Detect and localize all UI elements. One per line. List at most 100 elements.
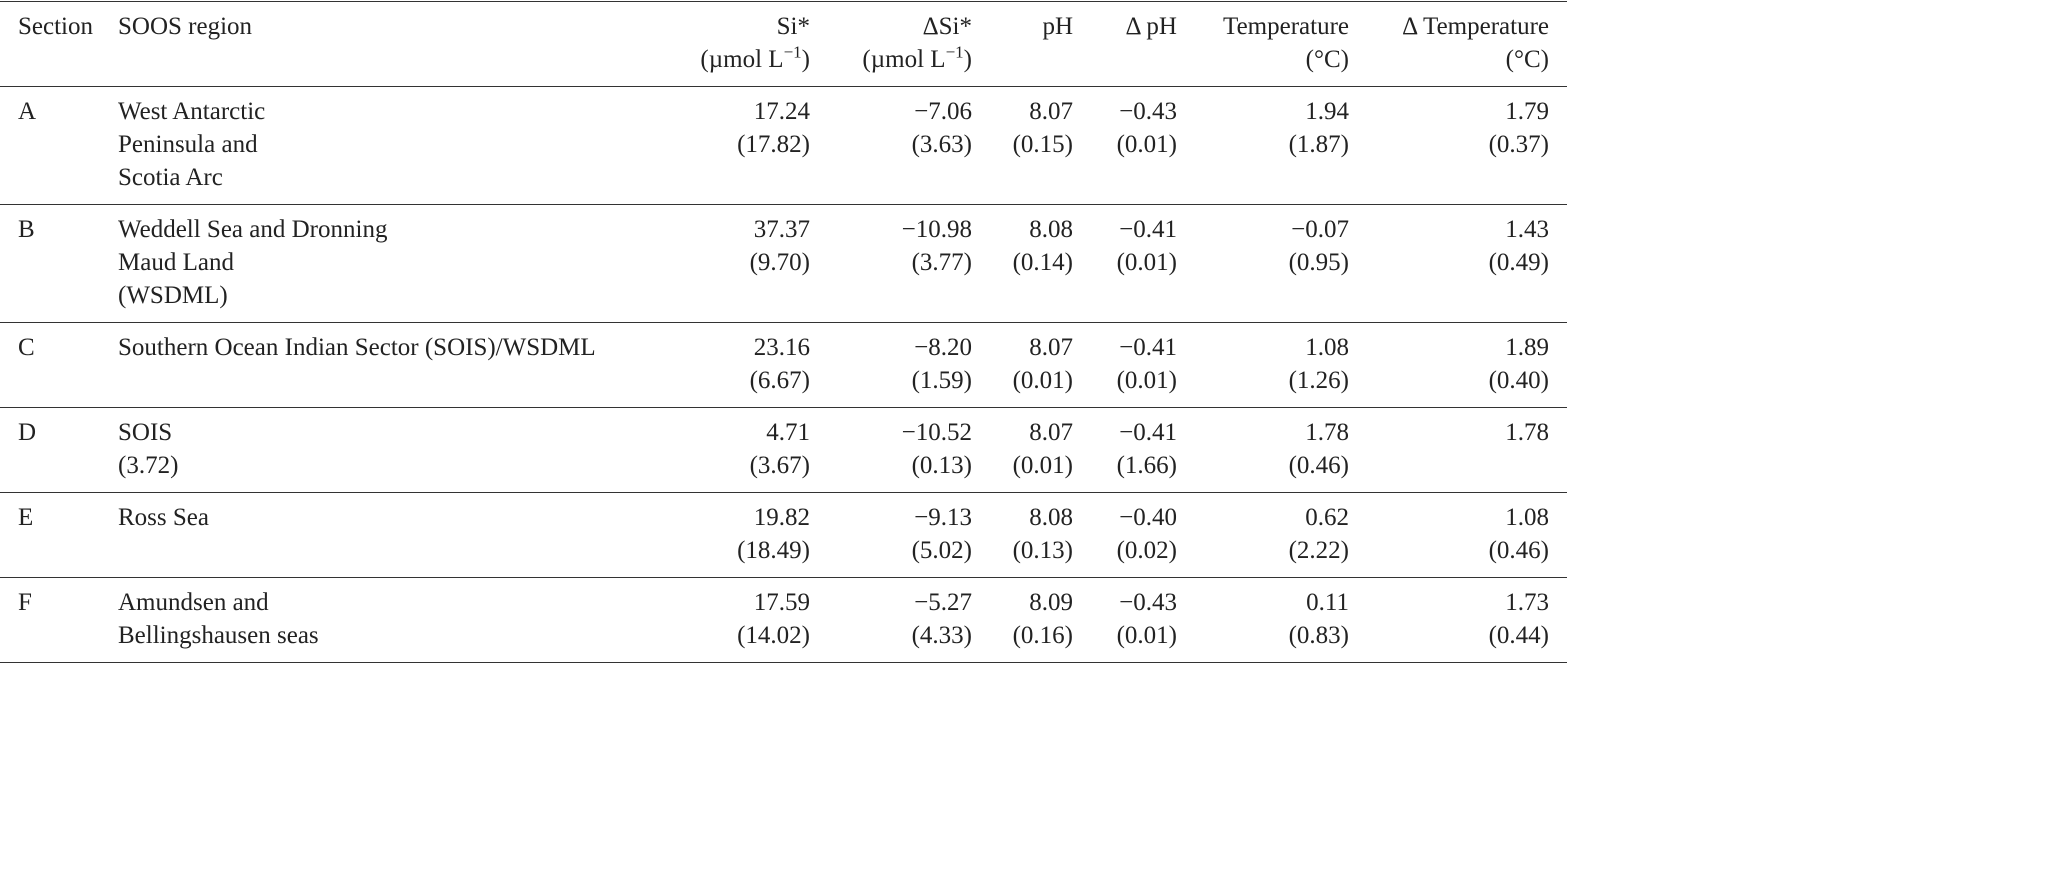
table-cell: 8.07 (0.01)	[984, 323, 1085, 408]
table-cell: 1.89 (0.40)	[1361, 323, 1567, 408]
cell-line: −0.41	[1119, 334, 1177, 361]
cell-line: E	[18, 504, 34, 531]
cell-line: −10.52	[901, 419, 972, 446]
cell-line: (0.83)	[1288, 622, 1349, 649]
table-cell: −0.43 (0.01)	[1085, 578, 1189, 663]
table-cell: −0.43 (0.01)	[1085, 87, 1189, 205]
header-cell: ΔSi* (µmol L−1)	[822, 2, 984, 87]
cell-line: (14.02)	[737, 622, 810, 649]
cell-line: (0.01)	[1116, 622, 1177, 649]
table-cell: 8.09 (0.16)	[984, 578, 1085, 663]
unit-text: (°C)	[1305, 46, 1349, 73]
cell-line: −0.41	[1119, 216, 1177, 243]
cell-line: (1.66)	[1116, 452, 1177, 479]
header-cell: Section	[0, 2, 118, 87]
cell-line: (0.01)	[1116, 367, 1177, 394]
cell-line: 1.08	[1305, 334, 1349, 361]
cell-line: 1.08	[1505, 504, 1549, 531]
table-cell: 1.78 (0.46)	[1189, 408, 1361, 493]
header-cell: Temperature (°C)	[1189, 2, 1361, 87]
cell-line: 1.73	[1505, 589, 1549, 616]
header-label: Δ Temperature	[1402, 13, 1549, 40]
cell-line: (0.46)	[1288, 452, 1349, 479]
cell-line: (3.67)	[749, 452, 810, 479]
table-cell: 0.62 (2.22)	[1189, 493, 1361, 578]
cell-line: (0.16)	[1012, 622, 1073, 649]
cell-line: −0.43	[1119, 589, 1177, 616]
cell-line: 1.89	[1505, 334, 1549, 361]
table-cell: −10.98 (3.77)	[822, 205, 984, 323]
table-cell: 8.07 (0.01)	[984, 408, 1085, 493]
cell-line: 4.71	[766, 419, 810, 446]
cell-line: (1.26)	[1288, 367, 1349, 394]
table-cell: 1.73 (0.44)	[1361, 578, 1567, 663]
cell-line: (3.63)	[911, 131, 972, 158]
table-cell: 23.16 (6.67)	[660, 323, 822, 408]
table-row: D SOIS (3.72) 4.71 (3.67) −10.52 (0.13) 8.07 (0.…	[0, 407, 1567, 493]
table-row: C Southern Ocean Indian Sector (SOIS)/WSD…	[0, 322, 1567, 408]
table-cell: −0.40 (0.02)	[1085, 493, 1189, 578]
cell-line: (0.13)	[911, 452, 972, 479]
table-cell: 17.24 (17.82)	[660, 87, 822, 205]
cell-line: 1.78	[1505, 419, 1549, 446]
cell-line: 37.37	[753, 216, 810, 243]
cell-line: 0.62	[1305, 504, 1349, 531]
cell-line: (0.37)	[1488, 131, 1549, 158]
header-unit: (°C)	[1189, 43, 1349, 76]
cell-line: 8.09	[1029, 589, 1073, 616]
table-cell: 8.08 (0.14)	[984, 205, 1085, 323]
table-cell: A	[0, 87, 118, 205]
header-label: Section	[18, 13, 93, 40]
table-cell: Ross Sea	[118, 493, 660, 578]
table-cell: −10.52 (0.13)	[822, 408, 984, 493]
cell-line: Scotia Arc	[118, 164, 223, 191]
cell-line: (0.01)	[1116, 249, 1177, 276]
cell-line: (1.59)	[911, 367, 972, 394]
cell-line: F	[18, 589, 32, 616]
header-row: Section SOOS region Si* (µmol L−1) ΔSi* (µmol…	[0, 1, 1567, 87]
cell-line: −5.27	[914, 589, 972, 616]
header-cell: Δ pH	[1085, 2, 1189, 87]
cell-line: (0.44)	[1488, 622, 1549, 649]
table-cell: B	[0, 205, 118, 323]
cell-line: −7.06	[914, 98, 972, 125]
table-cell: −0.41 (0.01)	[1085, 205, 1189, 323]
cell-line: (18.49)	[737, 537, 810, 564]
unit-text: )	[801, 46, 810, 73]
table-cell: 1.78	[1361, 408, 1567, 493]
table-cell: −7.06 (3.63)	[822, 87, 984, 205]
table-cell: 37.37 (9.70)	[660, 205, 822, 323]
header-unit: (°C)	[1361, 43, 1549, 76]
table-cell: 0.11 (0.83)	[1189, 578, 1361, 663]
cell-line: A	[18, 98, 37, 125]
cell-line: Peninsula and	[118, 131, 258, 158]
table-cell: D	[0, 408, 118, 493]
header-cell: Si* (µmol L−1)	[660, 2, 822, 87]
header-label: SOOS region	[118, 13, 253, 40]
header-label: Temperature	[1223, 13, 1349, 40]
cell-line: Bellingshausen seas	[118, 622, 319, 649]
table-cell: −9.13 (5.02)	[822, 493, 984, 578]
cell-line: (3.77)	[911, 249, 972, 276]
table-cell: −5.27 (4.33)	[822, 578, 984, 663]
cell-line: (0.02)	[1116, 537, 1177, 564]
unit-text: )	[963, 46, 972, 73]
cell-line: 8.08	[1029, 504, 1073, 531]
cell-line: (0.13)	[1012, 537, 1073, 564]
table-cell: 1.79 (0.37)	[1361, 87, 1567, 205]
cell-line: (0.14)	[1012, 249, 1073, 276]
cell-line: D	[18, 419, 37, 446]
unit-text: (µmol L	[862, 46, 946, 73]
cell-line: (3.72)	[118, 452, 179, 479]
header-cell: Δ Temperature (°C)	[1361, 2, 1567, 87]
cell-line: Southern Ocean Indian Sector (SOIS)/WSDM…	[118, 334, 596, 361]
cell-line: (6.67)	[749, 367, 810, 394]
table-cell: SOIS (3.72)	[118, 408, 660, 493]
cell-line: −0.41	[1119, 419, 1177, 446]
cell-line: −9.13	[914, 504, 972, 531]
cell-line: 23.16	[753, 334, 810, 361]
cell-line: C	[18, 334, 35, 361]
cell-line: West Antarctic	[118, 98, 266, 125]
table-cell: Weddell Sea and Dronning Maud Land (WSDML)	[118, 205, 660, 323]
cell-line: −8.20	[914, 334, 972, 361]
